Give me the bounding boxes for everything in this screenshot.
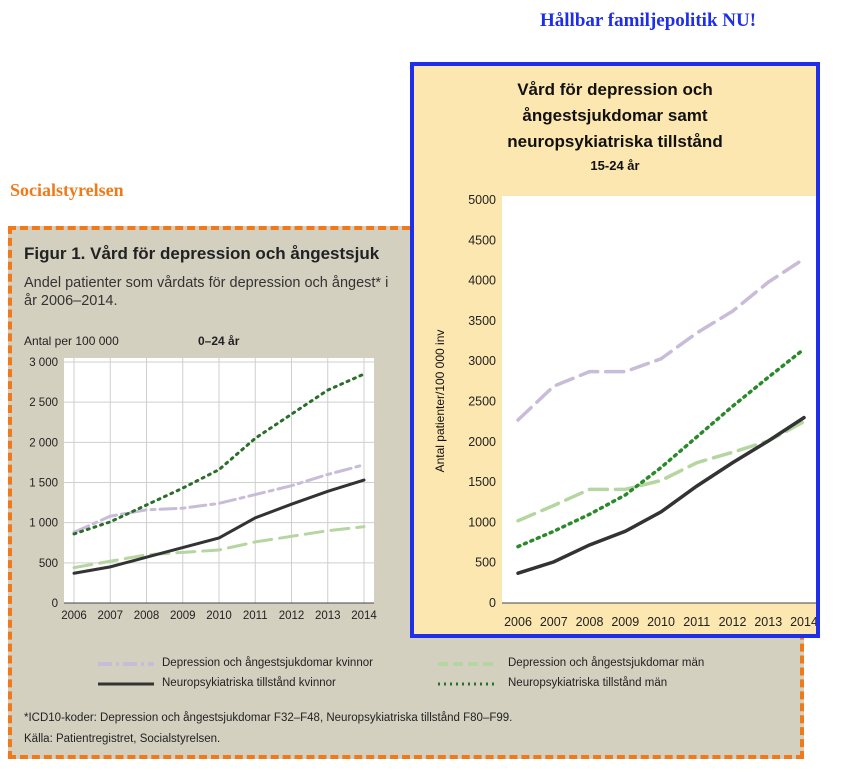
right-y-axis-label: Antal patienter/100 000 inv: [433, 330, 447, 473]
y-tick-label: 1 500: [29, 478, 58, 490]
left-figure-source: Källa: Patientregistret, Socialstyrelsen…: [24, 733, 221, 745]
legend-label-dep-women: Depression och ångestsjukdomar kvinnor: [162, 657, 373, 669]
y-tick-label: 1500: [468, 475, 496, 489]
x-tick-label: 2009: [611, 615, 639, 629]
y-tick-label: 4500: [468, 233, 496, 247]
x-tick-label: 2011: [243, 610, 268, 622]
y-tick-label: 500: [475, 556, 496, 570]
plot-area: [502, 196, 816, 603]
y-tick-label: 3000: [468, 354, 496, 368]
y-tick-label: 1000: [468, 515, 496, 529]
x-tick-label: 2008: [576, 615, 604, 629]
x-tick-label: 2011: [683, 615, 710, 629]
series-line-1: [72, 525, 366, 570]
left-figure-subtitle-line1: Andel patienter som vårdats för depressi…: [24, 275, 389, 291]
legend-label-neuro-men: Neuropsykiatriska tillstånd män: [508, 677, 668, 689]
x-tick-label: 2006: [504, 615, 532, 629]
right-title-line2: ångestsjukdomar samt: [522, 106, 708, 125]
right-title-line3: neuropsykiatriska tillstånd: [507, 132, 723, 151]
x-tick-label: 2014: [790, 615, 816, 629]
brand-heading: Hållbar familjepolitik NU!: [540, 10, 757, 31]
left-age-group: 0–24 år: [198, 334, 240, 348]
x-tick-label: 2009: [170, 610, 196, 622]
series-line-3: [516, 347, 806, 549]
series-line-2: [72, 478, 366, 575]
series-line-0: [516, 257, 806, 422]
y-tick-label: 2000: [468, 435, 496, 449]
legend-label-neuro-women: Neuropsykiatriska tillstånd kvinnor: [162, 677, 336, 689]
y-tick-label: 2 500: [29, 397, 58, 409]
x-tick-label: 2013: [754, 615, 782, 629]
right-figure-panel: Vård för depression och ångestsjukdomar …: [410, 62, 820, 638]
y-tick-label: 2 000: [29, 437, 58, 449]
left-source-heading: Socialstyrelsen: [10, 180, 124, 200]
legend-swatch-neuro-men: [438, 682, 494, 686]
series-line-2: [516, 415, 806, 575]
x-tick-label: 2010: [206, 610, 232, 622]
y-tick-label: 1 000: [29, 518, 58, 530]
x-tick-label: 2006: [61, 610, 87, 622]
x-tick-label: 2010: [647, 615, 675, 629]
x-tick-label: 2008: [134, 610, 160, 622]
series-line-0: [72, 463, 366, 534]
series-line-3: [72, 372, 366, 536]
series-line-1: [516, 419, 806, 523]
y-tick-label: 3500: [468, 314, 496, 328]
x-tick-label: 2007: [97, 610, 123, 622]
legend-label-dep-men: Depression och ångestsjukdomar män: [508, 657, 705, 669]
left-y-unit: Antal per 100 000: [24, 334, 119, 348]
x-tick-label: 2012: [719, 615, 747, 629]
x-tick-label: 2014: [351, 610, 377, 622]
legend-swatch-dep-men: [438, 662, 494, 666]
right-line-chart: 0 500 1000 1500 2000 2500 3000 3500 4000 4500 5000…: [433, 193, 816, 629]
right-age-group: 15-24 år: [590, 158, 640, 173]
y-tick-label: 0: [489, 596, 496, 610]
y-tick-label: 0: [52, 598, 58, 610]
left-figure-footnote: *ICD10-koder: Depression och ångestsjukd…: [24, 712, 513, 724]
right-title-line1: Vård för depression och: [517, 80, 713, 99]
x-tick-label: 2007: [540, 615, 568, 629]
left-figure-title: Figur 1. Vård för depression och ångests…: [24, 244, 380, 263]
y-tick-label: 3 000: [29, 357, 58, 369]
legend-swatch-neuro-women: [98, 682, 154, 686]
legend-swatch-dep-women: [98, 662, 154, 666]
y-tick-label: 4000: [468, 274, 496, 288]
left-figure-subtitle: Andel patienter som vårdats för depressi…: [24, 274, 414, 310]
y-tick-label: 500: [39, 558, 58, 570]
left-figure-subtitle-line2: år 2006–2014.: [24, 293, 118, 309]
x-tick-label: 2013: [315, 610, 341, 622]
y-tick-label: 5000: [468, 193, 496, 207]
y-tick-label: 2500: [468, 395, 496, 409]
left-line-chart: 0 500 1 000 1 500 2 000 2 500 3 000 2006 2007 200…: [29, 357, 377, 622]
x-tick-label: 2012: [279, 610, 305, 622]
